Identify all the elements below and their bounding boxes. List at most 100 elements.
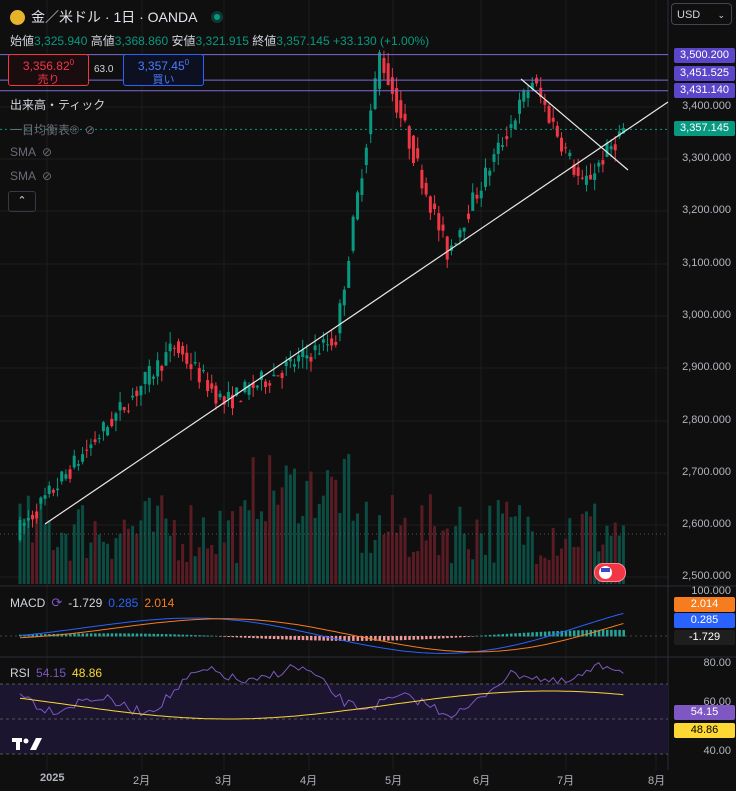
symbol-title[interactable]: 金／米ドル · 1日 · OANDA — [31, 9, 198, 25]
macd-histogram-bar — [164, 634, 168, 637]
volume-bar — [114, 538, 118, 584]
candle-body — [445, 236, 449, 260]
volume-bar — [399, 525, 403, 584]
tradingview-logo[interactable] — [12, 736, 44, 752]
volume-bar — [334, 479, 338, 584]
candle-body — [118, 402, 122, 411]
volume-bar — [64, 533, 68, 584]
candle-body — [547, 105, 551, 123]
time-tick-label: 6月 — [473, 775, 491, 787]
macd-histogram-bar — [343, 636, 346, 641]
volume-bar — [31, 542, 35, 584]
macd-histogram-bar — [139, 633, 143, 637]
macd-axis-label: 100.000 — [691, 585, 731, 597]
eye-hidden-icon[interactable]: ⊘ — [42, 169, 53, 183]
macd-histogram-bar — [505, 633, 509, 637]
volume-bar — [395, 532, 399, 584]
macd-histogram-bar — [231, 636, 235, 638]
volume-bar — [160, 495, 164, 584]
candle-body — [605, 142, 609, 157]
price-level-tag: 3,451.525 — [674, 66, 735, 81]
volume-bar — [483, 554, 487, 584]
macd-histogram-bar — [338, 636, 342, 641]
us-event-icon[interactable] — [594, 563, 626, 582]
volume-indicator-label[interactable]: 出来高・ティック — [10, 98, 106, 112]
volume-bar — [297, 523, 301, 584]
volume-bar — [454, 526, 458, 584]
candle-body — [317, 353, 321, 355]
volume-bar — [428, 494, 432, 584]
volume-bar — [210, 544, 214, 584]
macd-histogram-bar — [39, 634, 43, 637]
rsi-axis-label: 40.00 — [703, 745, 731, 757]
candle-body — [462, 227, 466, 232]
macd-histogram-bar — [297, 636, 301, 640]
macd-histogram-bar — [289, 636, 292, 640]
macd-histogram-bar — [248, 636, 251, 638]
candle-body — [568, 152, 572, 157]
macd-histogram-bar — [568, 630, 572, 637]
volume-bar — [386, 531, 390, 584]
candle-body — [437, 213, 441, 231]
rsi-legend[interactable]: RSI 54.15 48.86 — [10, 666, 102, 680]
high-label: 高値 — [90, 34, 115, 48]
macd-histogram-bar — [399, 636, 403, 641]
macd-histogram-bar — [219, 636, 222, 637]
macd-histogram-bar — [110, 633, 114, 637]
macd-histogram-bar — [395, 636, 399, 641]
macd-legend[interactable]: MACD ⟳ -1.729 0.285 2.014 — [10, 595, 174, 611]
eye-hidden-icon[interactable]: ⊘ — [84, 122, 95, 137]
volume-bar — [47, 520, 51, 584]
volume-bar — [479, 533, 483, 584]
volume-bar — [492, 562, 496, 584]
macd-histogram-bar — [281, 636, 284, 640]
candle-body — [564, 147, 568, 149]
candle-body — [101, 422, 105, 432]
candle-body — [441, 224, 445, 231]
macd-histogram-bar — [480, 635, 483, 637]
volume-bar — [276, 504, 280, 584]
macd-value-tag: 0.285 — [674, 613, 735, 628]
macd-histogram-bar — [497, 634, 500, 637]
macd-histogram-bar — [458, 636, 462, 638]
buy-button[interactable]: 3,357.450 買い — [123, 54, 204, 86]
candle-body — [160, 365, 164, 371]
volume-bar — [81, 505, 85, 584]
candle-body — [126, 410, 130, 412]
sell-button[interactable]: 3,356.820 売り — [8, 54, 89, 86]
macd-histogram-bar — [334, 636, 338, 641]
sma1-indicator-label[interactable]: SMA ⊘ — [10, 145, 53, 159]
macd-histogram-bar — [127, 633, 130, 637]
macd-histogram-bar — [148, 633, 151, 637]
currency-select[interactable]: USD ⌄ — [671, 3, 732, 25]
sma2-indicator-label[interactable]: SMA ⊘ — [10, 169, 53, 183]
macd-histogram-bar — [614, 629, 617, 637]
volume-bar — [572, 546, 576, 584]
macd-histogram-bar — [156, 633, 160, 637]
candle-body — [505, 136, 509, 140]
high-value: 3,368.860 — [114, 34, 169, 48]
ichimoku-indicator-label[interactable]: 一目均衡表® ⊘ — [10, 122, 95, 138]
collapse-indicators-button[interactable]: ⌃ — [8, 191, 36, 212]
sell-label: 売り — [37, 74, 60, 86]
candle-body — [176, 341, 180, 354]
eye-hidden-icon[interactable]: ⊘ — [42, 145, 53, 159]
volume-bar — [35, 511, 39, 584]
rsi-ma-value: 48.86 — [72, 666, 103, 680]
candle-body — [301, 349, 305, 358]
price-level-tag: 3,500.200 — [674, 48, 735, 63]
macd-histogram-bar — [601, 629, 605, 637]
macd-histogram-bar — [606, 629, 609, 637]
macd-histogram-bar — [252, 636, 255, 639]
candle-body — [530, 82, 534, 89]
candle-body — [589, 174, 593, 180]
candle-body — [114, 413, 118, 421]
volume-bar — [518, 505, 522, 584]
macd-histogram-bar — [488, 634, 492, 637]
volume-bar — [118, 533, 122, 584]
candle-body — [201, 370, 205, 372]
macd-histogram-bar — [412, 636, 415, 640]
candle-body — [288, 358, 292, 362]
volume-bar — [85, 558, 89, 584]
